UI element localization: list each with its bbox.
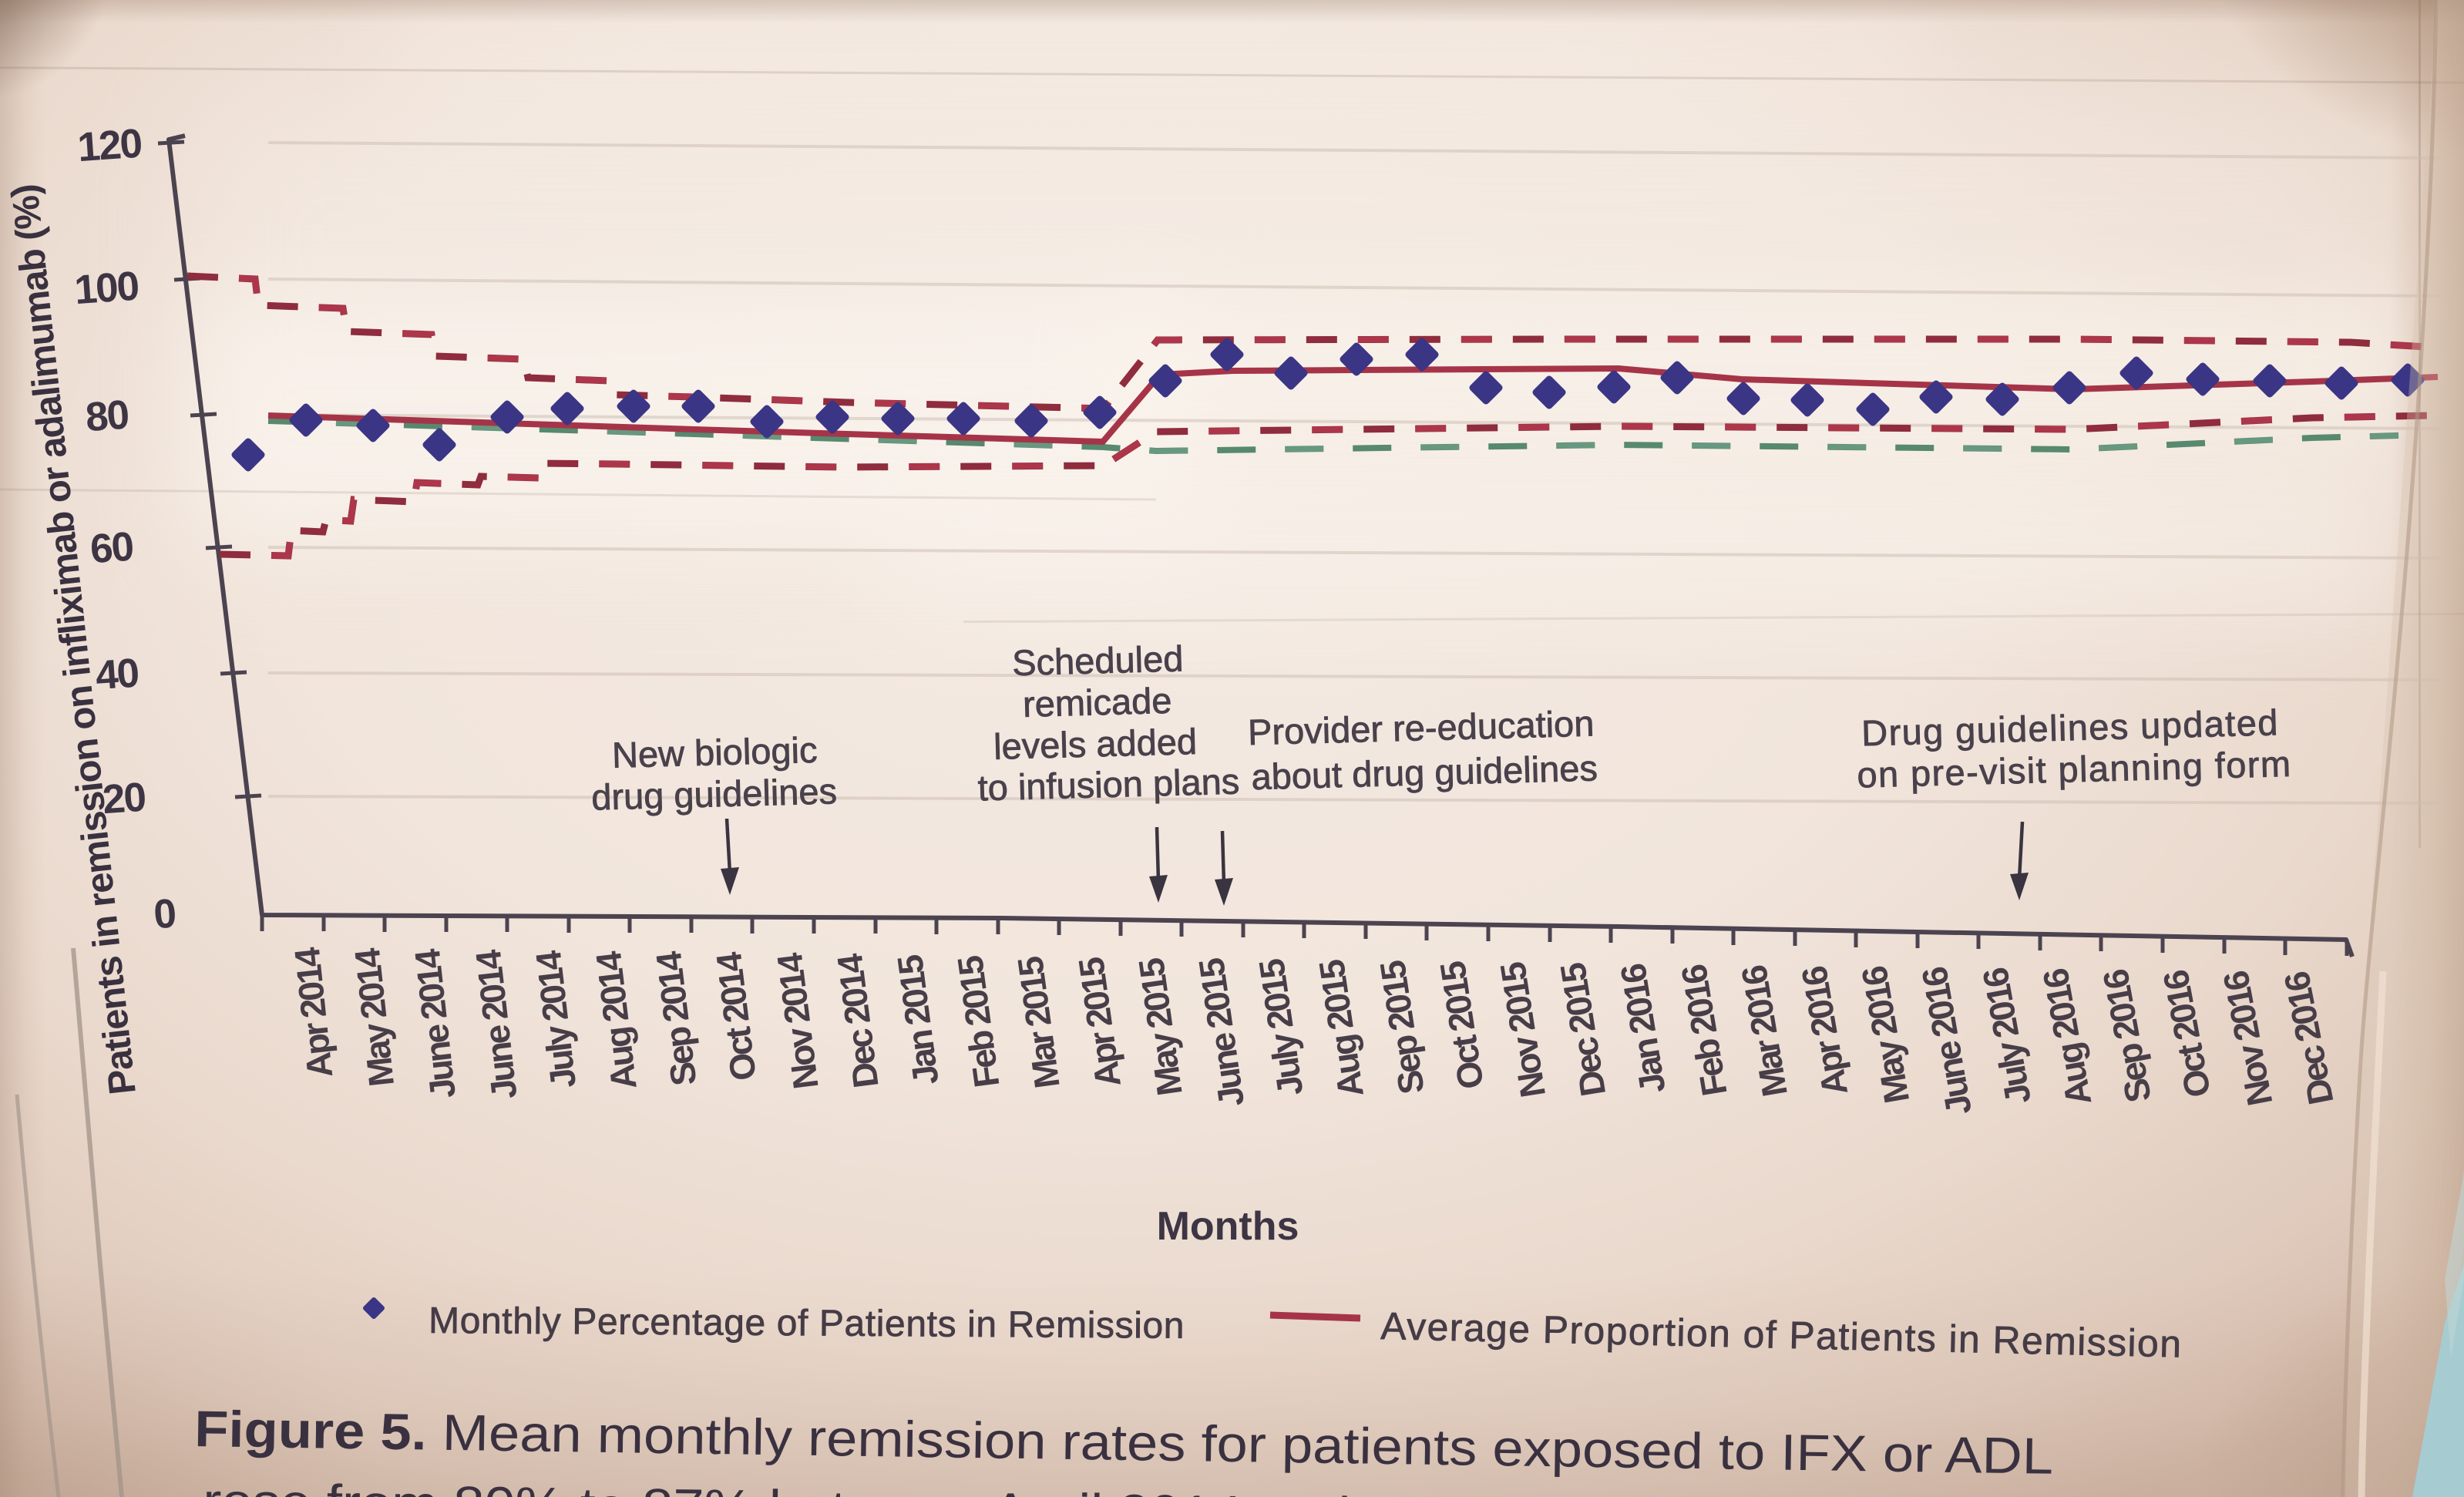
svg-text:Apr 2014: Apr 2014	[287, 945, 341, 1080]
svg-text:Jan 2016: Jan 2016	[1612, 962, 1673, 1096]
svg-text:June 2014: June 2014	[468, 947, 525, 1102]
svg-text:Feb 2016: Feb 2016	[1673, 962, 1734, 1098]
svg-text:Dec 2014: Dec 2014	[829, 951, 886, 1091]
svg-text:Apr 2016: Apr 2016	[1793, 964, 1855, 1098]
svg-text:60: 60	[89, 524, 134, 573]
svg-text:Dec 2015: Dec 2015	[1552, 960, 1613, 1099]
svg-text:Average Proportion of Patients: Average Proportion of Patients in Remiss…	[1380, 1304, 2183, 1366]
svg-text:Dec 2016: Dec 2016	[2276, 969, 2341, 1108]
svg-text:Provider re-education: Provider re-education	[1247, 702, 1595, 752]
svg-text:Oct 2016: Oct 2016	[2155, 967, 2218, 1100]
svg-text:20: 20	[101, 775, 146, 823]
svg-text:Oct 2015: Oct 2015	[1432, 959, 1491, 1092]
svg-text:drug guidelines: drug guidelines	[591, 770, 838, 817]
svg-text:80: 80	[84, 392, 129, 441]
svg-text:Aug 2016: Aug 2016	[2035, 966, 2099, 1108]
svg-text:levels added: levels added	[993, 721, 1197, 767]
svg-text:Sep 2016: Sep 2016	[2095, 967, 2159, 1105]
svg-text:Months: Months	[1157, 1204, 1299, 1249]
svg-text:0: 0	[153, 891, 177, 938]
svg-text:New biologic: New biologic	[611, 729, 818, 775]
svg-text:Aug 2015: Aug 2015	[1311, 957, 1371, 1100]
svg-text:remicade: remicade	[1022, 680, 1172, 725]
svg-text:Sep 2014: Sep 2014	[648, 949, 704, 1088]
svg-text:Nov 2016: Nov 2016	[2215, 968, 2280, 1109]
svg-text:Oct 2014: Oct 2014	[708, 950, 764, 1083]
svg-text:Nov 2015: Nov 2015	[1492, 960, 1553, 1101]
svg-text:120: 120	[76, 121, 143, 171]
svg-text:June 2016: June 2016	[1914, 964, 1979, 1118]
svg-text:on pre-visit planning form: on pre-visit planning form	[1857, 743, 2292, 796]
svg-text:Nov 2014: Nov 2014	[769, 950, 826, 1092]
svg-text:Monthly Percentage of Patients: Monthly Percentage of Patients in Remiss…	[429, 1300, 1185, 1347]
svg-text:June 2014: June 2014	[407, 947, 463, 1100]
svg-text:Aug 2014: Aug 2014	[588, 949, 644, 1092]
svg-text:Mar 2016: Mar 2016	[1733, 963, 1795, 1099]
svg-text:June 2015: June 2015	[1191, 956, 1252, 1109]
svg-text:Jan 2015: Jan 2015	[889, 953, 946, 1088]
svg-text:40: 40	[94, 651, 140, 699]
svg-text:Figure 5. Mean monthly remissi: Figure 5. Mean monthly remission rates f…	[194, 1400, 2054, 1485]
svg-text:about drug guidelines: about drug guidelines	[1251, 747, 1598, 797]
svg-text:100: 100	[73, 264, 140, 314]
svg-text:Scheduled: Scheduled	[1012, 637, 1184, 683]
svg-text:Mar 2015: Mar 2015	[1010, 954, 1067, 1091]
svg-text:Sep 2015: Sep 2015	[1372, 958, 1432, 1097]
svg-text:to infusion plans: to infusion plans	[977, 761, 1240, 809]
svg-text:Feb 2015: Feb 2015	[950, 954, 1007, 1090]
svg-text:July 2015: July 2015	[1251, 957, 1311, 1098]
svg-text:May 2015: May 2015	[1131, 956, 1190, 1098]
svg-text:July 2014: July 2014	[528, 948, 583, 1090]
svg-text:May 2014: May 2014	[347, 946, 402, 1088]
svg-text:July 2016: July 2016	[1975, 965, 2039, 1107]
svg-text:Apr 2015: Apr 2015	[1071, 955, 1128, 1090]
svg-text:May 2016: May 2016	[1854, 964, 1917, 1106]
